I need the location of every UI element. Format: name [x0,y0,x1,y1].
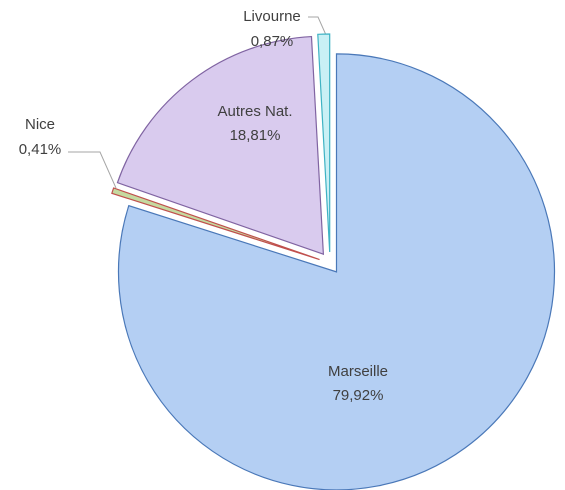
slice-value-label: 0,87% [251,33,294,50]
slice-value-label: 0,41% [19,141,62,158]
pie-slice [117,53,556,490]
slice-label: Marseille [328,363,388,380]
slice-value-label: 79,92% [333,387,384,404]
leader-line [68,151,117,189]
pie-slice [116,35,325,256]
slice-label: Nice [25,116,55,133]
slice-label: Autres Nat. [217,103,292,120]
pie-slice [317,33,331,253]
leader-line [308,16,327,36]
slice-label: Livourne [243,8,301,25]
pie-slice [111,187,320,261]
slice-value-label: 18,81% [230,127,281,144]
